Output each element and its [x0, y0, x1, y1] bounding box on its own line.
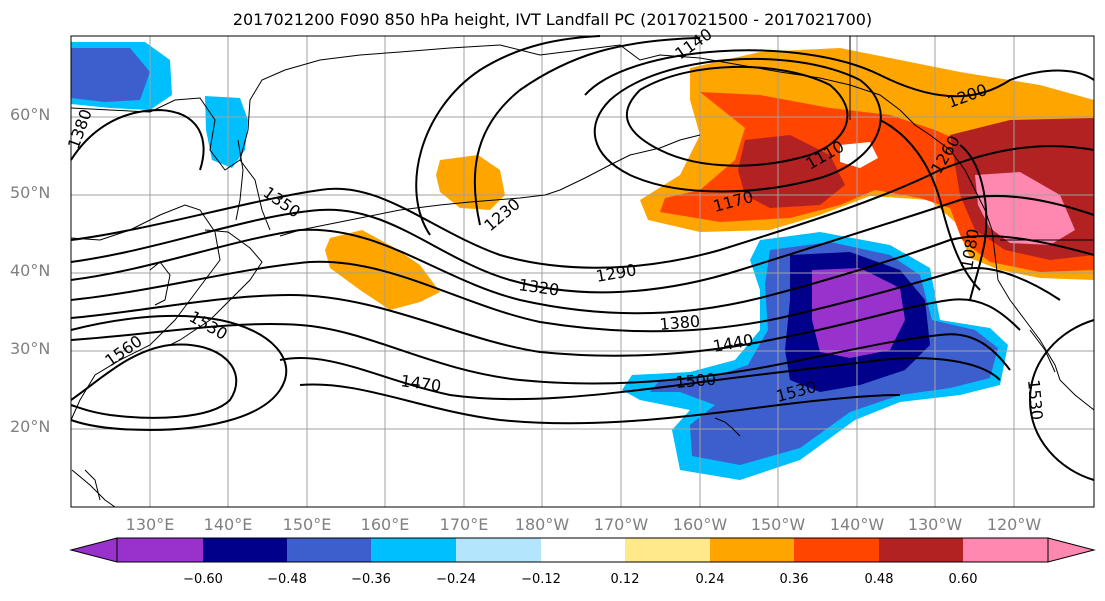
colorbar-segment	[456, 538, 541, 562]
contour-1530	[299, 383, 901, 425]
coast-kamchatka	[239, 159, 271, 231]
contour-1110-coast	[879, 119, 981, 291]
lat-label: 30°N	[10, 339, 51, 358]
coast-sakhalin	[235, 139, 244, 221]
colorbar-max-extend	[1047, 537, 1096, 563]
coast-hawaii	[714, 417, 741, 437]
contour-1530-east	[1028, 319, 1095, 481]
lon-label: 140°W	[829, 515, 885, 534]
colorbar-segment	[203, 538, 287, 562]
colorbar-segment	[287, 538, 371, 562]
lon-label: 160°E	[360, 515, 410, 534]
colorbar-tick-label: 0.48	[864, 572, 894, 587]
colorbar-min-extend	[69, 537, 118, 563]
lon-label: 160°W	[672, 515, 728, 534]
lon-label: 170°E	[439, 515, 489, 534]
shade-pos-coast-pink	[975, 172, 1075, 245]
colorbar-segment	[794, 538, 879, 562]
height-contours	[70, 35, 1095, 481]
colorbar-tick-label: −0.24	[436, 572, 476, 587]
map-border	[70, 35, 1095, 508]
contour-1470	[70, 323, 1011, 385]
colorbar-outline	[116, 537, 1049, 563]
contour-1290	[70, 145, 1095, 269]
contour-1200	[584, 49, 1095, 98]
lat-label: 60°N	[10, 105, 51, 124]
contour-1320	[70, 195, 1095, 294]
colorbar-tick-label: −0.60	[183, 572, 223, 587]
coast-baja	[1029, 329, 1056, 373]
coastlines	[70, 36, 1095, 508]
colorbar-segment	[879, 538, 963, 562]
coast-aleutians	[279, 194, 546, 237]
coast-alaska-pen	[544, 134, 701, 196]
colorbar-segment	[541, 538, 625, 562]
map-title: 2017021200 F090 850 hPa height, IVT Land…	[232, 10, 873, 29]
colorbar-tick-label: 0.24	[695, 572, 725, 587]
contour-1230	[473, 37, 701, 226]
contour-1530-west	[70, 314, 288, 432]
colorbar-segment	[963, 538, 1048, 562]
lon-label: 120°W	[986, 515, 1042, 534]
graticule	[71, 36, 1094, 507]
contour-1500	[279, 357, 1001, 401]
shade-neg-okhotsk	[205, 96, 248, 168]
coast-alaska	[499, 44, 966, 171]
ivt-shading	[71, 42, 1094, 480]
colorbar-tick-label: −0.36	[351, 572, 391, 587]
contour-label: 1500	[675, 370, 717, 392]
contour-1380	[70, 260, 1061, 333]
colorbar-segment	[117, 538, 203, 562]
colorbar-segment	[371, 538, 456, 562]
contour-1140-inner	[625, 65, 849, 167]
lat-label: 40°N	[10, 261, 51, 280]
lat-label: 20°N	[10, 417, 51, 436]
contour-1380-nw	[70, 108, 205, 171]
lon-label: 140°E	[203, 515, 253, 534]
colorbar-segment	[625, 538, 710, 562]
contour-1350	[70, 228, 1095, 315]
lon-label: 150°W	[750, 515, 806, 534]
contour-1560	[70, 343, 238, 419]
colorbar-tick-label: 0.12	[610, 572, 640, 587]
contour-1080-coast	[959, 144, 988, 301]
contour-label: 1380	[659, 312, 701, 334]
colorbar-tick-label: 0.60	[948, 572, 978, 587]
coast-asia-mainland	[70, 204, 221, 421]
lat-label: 50°N	[10, 183, 51, 202]
lon-label: 130°E	[125, 515, 175, 534]
coast-nw-america	[964, 169, 1095, 411]
lon-label: 130°W	[907, 515, 963, 534]
shade-neg-ep-purple	[812, 268, 905, 358]
lon-label: 170°W	[593, 515, 649, 534]
shade-pos-blob1	[436, 155, 505, 210]
colorbar	[69, 537, 1096, 563]
contour-1260	[415, 35, 601, 236]
contour-1170	[593, 57, 882, 193]
shade-neg-russia-core	[71, 48, 150, 102]
colorbar-tick-label: 0.36	[779, 572, 809, 587]
colorbar-tick-label: −0.12	[521, 572, 561, 587]
lon-label: 180°W	[514, 515, 570, 534]
colorbar-segment	[710, 538, 794, 562]
lon-label: 150°E	[282, 515, 332, 534]
coast-philippines	[71, 469, 116, 508]
coast-korea	[149, 261, 171, 306]
contour-1440	[70, 293, 1021, 357]
contour-label: 1530	[1024, 379, 1046, 421]
coast-japan	[169, 229, 263, 346]
colorbar-tick-label: −0.48	[267, 572, 307, 587]
coast-asia-north	[70, 44, 501, 171]
